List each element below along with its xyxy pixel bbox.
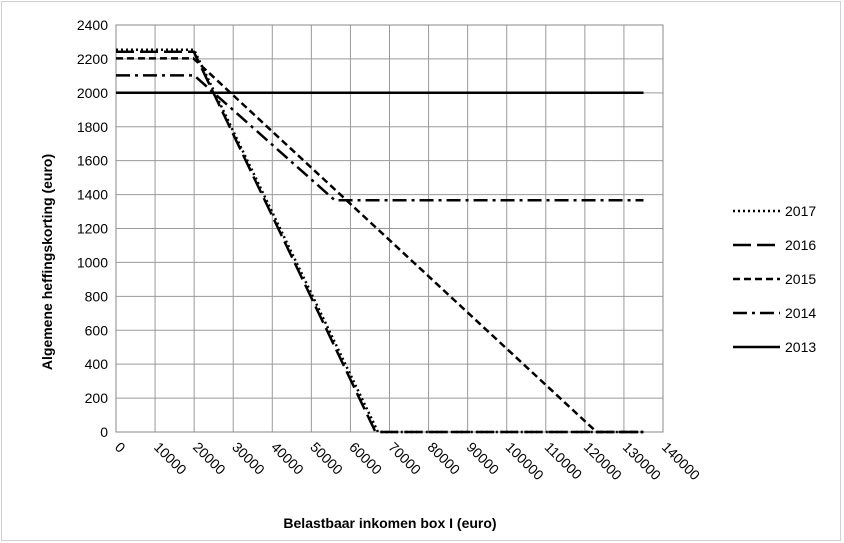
series-line-2016 bbox=[116, 50, 644, 434]
legend-label-2014: 2014 bbox=[785, 305, 816, 321]
series-line-2017 bbox=[116, 48, 644, 434]
y-tick-label: 400 bbox=[85, 356, 109, 372]
series-lines bbox=[116, 48, 644, 434]
x-tick-label: 140000 bbox=[659, 439, 703, 483]
x-tick-label: 130000 bbox=[620, 439, 664, 483]
x-tick-label: 0 bbox=[112, 439, 129, 456]
y-tick-label: 0 bbox=[100, 424, 108, 440]
y-tick-label: 1600 bbox=[77, 153, 108, 169]
legend-label-2017: 2017 bbox=[785, 203, 816, 219]
grid bbox=[115, 24, 664, 433]
x-tick-label: 120000 bbox=[581, 439, 625, 483]
x-tick-label: 50000 bbox=[307, 439, 346, 478]
series-line-2015 bbox=[116, 57, 644, 434]
x-tick-label: 100000 bbox=[503, 439, 547, 483]
legend-label-2013: 2013 bbox=[785, 339, 816, 355]
y-tick-label: 600 bbox=[85, 322, 109, 338]
y-tick-label: 2000 bbox=[77, 85, 108, 101]
legend-label-2015: 2015 bbox=[785, 271, 816, 287]
y-tick-label: 1800 bbox=[77, 119, 108, 135]
x-tick-label: 60000 bbox=[346, 439, 385, 478]
x-tick-label: 40000 bbox=[268, 439, 307, 478]
x-axis-title: Belastbaar inkomen box I (euro) bbox=[283, 515, 496, 531]
x-tick-label: 70000 bbox=[385, 439, 424, 478]
y-tick-label: 2400 bbox=[77, 17, 108, 33]
x-tick-label: 110000 bbox=[542, 439, 586, 483]
y-tick-label: 200 bbox=[85, 390, 109, 406]
x-tick-label: 20000 bbox=[190, 439, 229, 478]
x-tick-labels: 0 10000 20000 30000 40000 50000 60000 70000 8000… bbox=[112, 439, 703, 483]
y-tick-label: 800 bbox=[85, 288, 109, 304]
legend-label-2016: 2016 bbox=[785, 237, 816, 253]
y-tick-label: 1000 bbox=[77, 254, 108, 270]
legend: 2017 2016 2015 2014 2013 bbox=[733, 203, 816, 355]
x-tick-label: 10000 bbox=[151, 439, 190, 478]
series-line-2014 bbox=[116, 74, 644, 202]
y-axis-title: Algemene heffingskorting (euro) bbox=[39, 154, 55, 370]
y-tick-label: 1400 bbox=[77, 187, 108, 203]
x-tick-label: 90000 bbox=[464, 439, 503, 478]
x-tick-label: 80000 bbox=[424, 439, 463, 478]
y-tick-labels: 0 200 400 600 800 1000 1200 1400 1600 1800 2000 220… bbox=[77, 17, 108, 440]
y-tick-label: 2200 bbox=[77, 51, 108, 67]
x-tick-label: 30000 bbox=[229, 439, 268, 478]
y-tick-label: 1200 bbox=[77, 221, 108, 237]
